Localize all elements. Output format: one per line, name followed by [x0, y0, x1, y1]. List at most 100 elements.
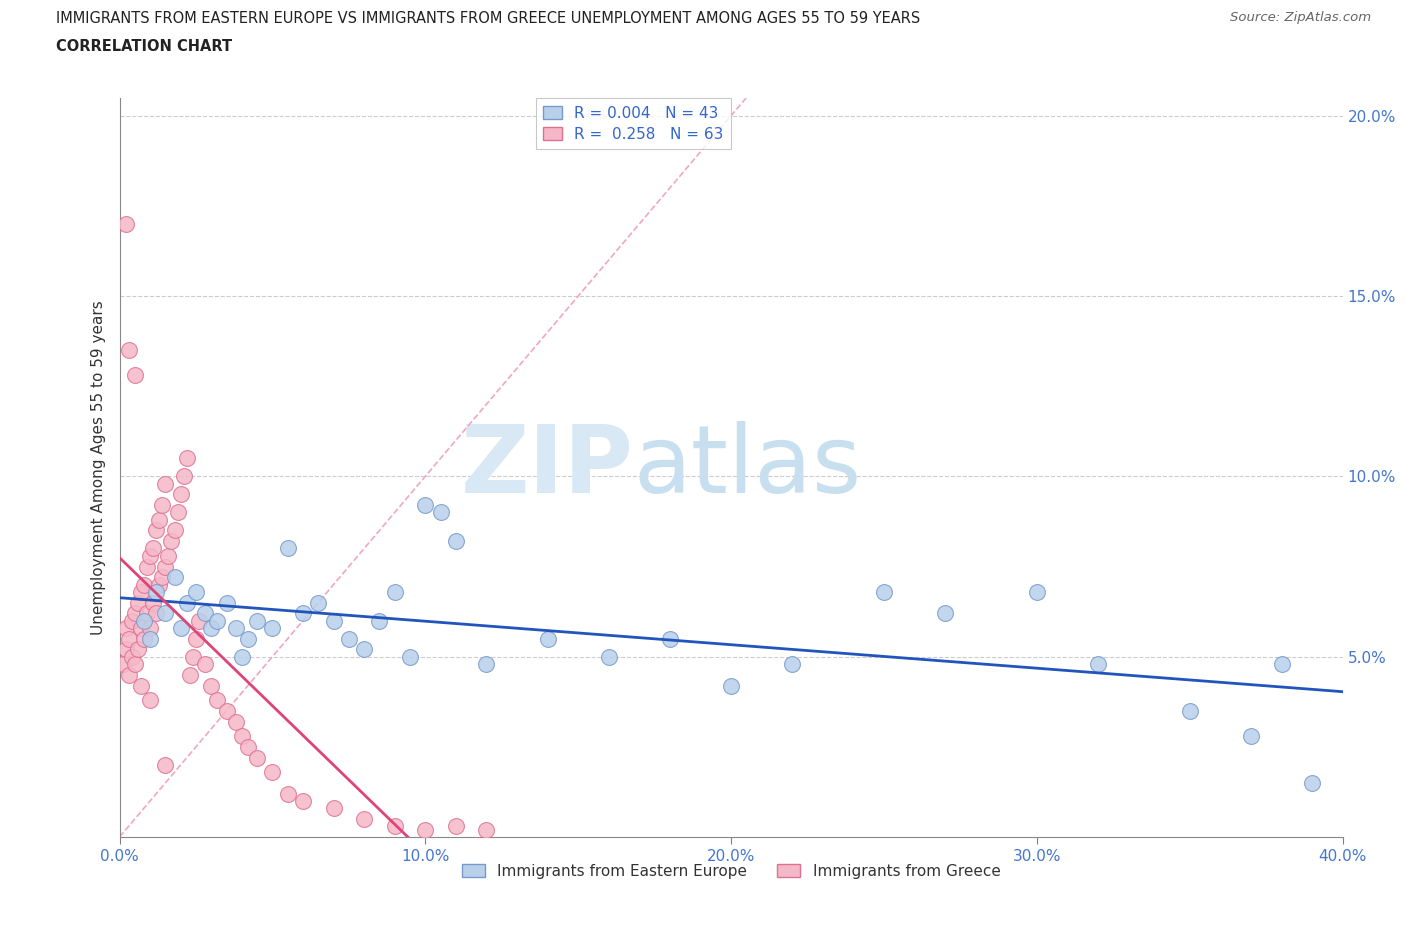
Point [322, 801, 344, 816]
Point [160, 534, 183, 549]
Point [1026, 584, 1049, 599]
Point [121, 649, 143, 664]
Point [127, 642, 149, 657]
Point [139, 620, 162, 635]
Point [225, 620, 247, 635]
Point [188, 613, 211, 628]
Point [179, 667, 201, 682]
Point [136, 606, 159, 621]
Point [124, 368, 146, 383]
Point [145, 606, 167, 621]
Point [139, 631, 162, 646]
Point [200, 620, 222, 635]
Point [129, 620, 152, 635]
Point [114, 217, 136, 232]
Point [1240, 728, 1263, 743]
Point [114, 620, 136, 635]
Point [262, 764, 284, 779]
Point [184, 584, 207, 599]
Point [132, 578, 155, 592]
Point [537, 631, 560, 646]
Legend: Immigrants from Eastern Europe, Immigrants from Greece: Immigrants from Eastern Europe, Immigran… [456, 857, 1007, 884]
Point [307, 595, 329, 610]
Point [132, 613, 155, 628]
Point [1178, 703, 1201, 718]
Point [444, 534, 467, 549]
Point [173, 469, 195, 484]
Point [181, 649, 204, 664]
Point [337, 631, 360, 646]
Point [231, 649, 253, 664]
Text: CORRELATION CHART: CORRELATION CHART [56, 39, 232, 54]
Point [429, 505, 451, 520]
Point [163, 523, 186, 538]
Point [145, 523, 167, 538]
Point [155, 559, 177, 574]
Point [444, 818, 467, 833]
Y-axis label: Unemployment Among Ages 55 to 59 years: Unemployment Among Ages 55 to 59 years [90, 300, 105, 634]
Point [155, 606, 177, 621]
Point [176, 451, 198, 466]
Point [231, 728, 253, 743]
Point [121, 613, 143, 628]
Text: ZIP: ZIP [460, 421, 633, 513]
Point [111, 657, 134, 671]
Point [176, 595, 198, 610]
Point [132, 631, 155, 646]
Point [200, 678, 222, 693]
Point [148, 512, 170, 527]
Point [384, 818, 406, 833]
Point [150, 570, 173, 585]
Point [720, 678, 742, 693]
Point [353, 642, 375, 657]
Point [475, 822, 498, 837]
Point [169, 620, 191, 635]
Point [166, 505, 188, 520]
Point [184, 631, 207, 646]
Point [129, 584, 152, 599]
Point [292, 606, 315, 621]
Point [127, 595, 149, 610]
Point [277, 541, 299, 556]
Point [139, 693, 162, 708]
Point [659, 631, 682, 646]
Point [148, 578, 170, 592]
Point [368, 613, 391, 628]
Point [118, 342, 141, 357]
Text: Source: ZipAtlas.com: Source: ZipAtlas.com [1230, 11, 1371, 24]
Point [782, 657, 804, 671]
Text: IMMIGRANTS FROM EASTERN EUROPE VS IMMIGRANTS FROM GREECE UNEMPLOYMENT AMONG AGES: IMMIGRANTS FROM EASTERN EUROPE VS IMMIGR… [56, 11, 921, 26]
Point [1087, 657, 1109, 671]
Point [236, 739, 259, 754]
Point [157, 549, 180, 564]
Point [129, 678, 152, 693]
Point [934, 606, 956, 621]
Point [475, 657, 498, 671]
Point [124, 657, 146, 671]
Point [145, 584, 167, 599]
Point [413, 822, 436, 837]
Point [1271, 657, 1294, 671]
Point [155, 476, 177, 491]
Point [873, 584, 896, 599]
Point [1301, 776, 1323, 790]
Point [118, 631, 141, 646]
Point [139, 549, 162, 564]
Point [384, 584, 406, 599]
Point [169, 487, 191, 502]
Point [207, 693, 229, 708]
Point [142, 541, 165, 556]
Point [399, 649, 422, 664]
Point [246, 613, 269, 628]
Point [292, 793, 315, 808]
Text: atlas: atlas [633, 421, 862, 513]
Point [124, 606, 146, 621]
Point [142, 595, 165, 610]
Point [598, 649, 620, 664]
Point [236, 631, 259, 646]
Point [155, 757, 177, 772]
Point [413, 498, 436, 512]
Point [322, 613, 344, 628]
Point [215, 595, 238, 610]
Point [194, 657, 217, 671]
